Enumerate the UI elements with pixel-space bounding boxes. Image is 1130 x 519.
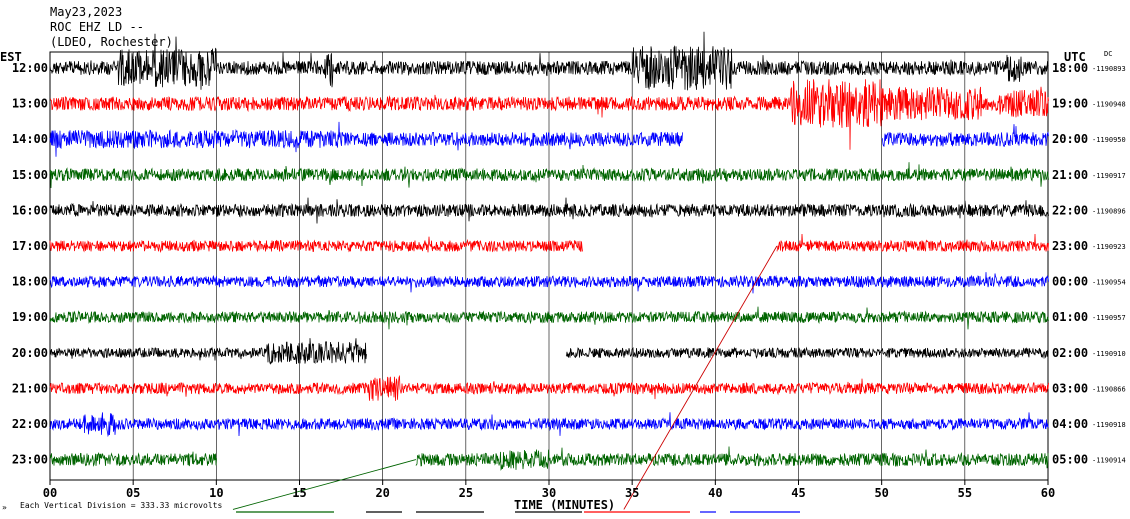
seismic-traces <box>49 31 1049 471</box>
dc-count-label: -1190893 <box>1092 65 1126 73</box>
x-axis-ticks: 00 05 10 15 20 25 30 35 40 45 50 55 60 <box>43 480 1055 500</box>
dc-count-label: -1190948 <box>1092 101 1126 109</box>
utc-hour-label: 05:00 <box>1052 453 1088 467</box>
est-hour-label: 22:00 <box>12 417 48 431</box>
est-hour-label: 17:00 <box>12 239 48 253</box>
trace-2300 <box>49 446 1049 471</box>
utc-hour-label: 20:00 <box>1052 132 1088 146</box>
utc-hour-label: 21:00 <box>1052 168 1088 182</box>
est-hour-label: 13:00 <box>12 97 48 111</box>
est-hour-label: 19:00 <box>12 310 48 324</box>
dc-count-label: -1190954 <box>1092 279 1126 287</box>
dc-count-label: -1190923 <box>1092 243 1126 251</box>
footer-marker: » <box>2 503 7 512</box>
x-axis-title: TIME (MINUTES) <box>514 498 615 512</box>
x-tick-label: 10 <box>209 486 223 500</box>
utc-hour-label: 19:00 <box>1052 97 1088 111</box>
x-tick-label: 50 <box>874 486 888 500</box>
est-hour-label: 14:00 <box>12 132 48 146</box>
x-tick-label: 30 <box>542 486 556 500</box>
utc-hour-label: 22:00 <box>1052 203 1088 217</box>
x-tick-label: 45 <box>791 486 805 500</box>
trace-1800 <box>49 272 1049 294</box>
utc-zone-label: UTC <box>1064 50 1086 64</box>
dc-label: DC <box>1104 50 1112 58</box>
annotation-line-green <box>232 459 417 510</box>
utc-hour-label: 01:00 <box>1052 310 1088 324</box>
est-hour-label: 20:00 <box>12 346 48 360</box>
est-hour-label: 21:00 <box>12 381 48 395</box>
station-code: ROC EHZ LD -- <box>50 20 144 34</box>
utc-hour-label: 18:00 <box>1052 61 1088 75</box>
utc-hour-label: 23:00 <box>1052 239 1088 253</box>
trace-2200 <box>49 412 1049 438</box>
trace-1600 <box>49 197 1049 224</box>
x-tick-label: 60 <box>1041 486 1055 500</box>
utc-hour-label: 03:00 <box>1052 381 1088 395</box>
annotation-line-red <box>623 245 778 510</box>
dc-count-label: -1190950 <box>1092 136 1126 144</box>
x-tick-label: 00 <box>43 486 57 500</box>
x-tick-label: 15 <box>292 486 306 500</box>
dc-count-label: -1190896 <box>1092 207 1126 215</box>
dc-count-label: -1190957 <box>1092 314 1126 322</box>
utc-hour-label: 00:00 <box>1052 275 1088 289</box>
trace-1400 <box>49 121 1049 157</box>
est-hour-label: 12:00 <box>12 61 48 75</box>
dc-count-label: -1190914 <box>1092 457 1126 465</box>
annotation-lines <box>232 245 778 510</box>
trace-1200 <box>49 31 1049 91</box>
x-tick-label: 40 <box>708 486 722 500</box>
dc-count-label: -1190910 <box>1092 350 1126 358</box>
x-tick-label: 20 <box>375 486 389 500</box>
trace-1300 <box>49 79 1049 150</box>
x-tick-label: 35 <box>625 486 639 500</box>
est-zone-label: EST <box>0 50 22 64</box>
x-tick-label: 05 <box>126 486 140 500</box>
x-tick-label: 55 <box>958 486 972 500</box>
dc-count-label: -1190866 <box>1092 385 1126 393</box>
est-hour-label: 16:00 <box>12 203 48 217</box>
trace-1500 <box>49 162 1049 189</box>
dc-count-label: -1190918 <box>1092 421 1126 429</box>
utc-hour-labels: 18:00 -1190893 19:00 -1190948 20:00 -1190950 2… <box>1052 61 1126 467</box>
utc-hour-label: 02:00 <box>1052 346 1088 360</box>
utc-hour-label: 04:00 <box>1052 417 1088 431</box>
trace-1700 <box>49 233 1049 253</box>
scale-note: Each Vertical Division = 333.33 microvol… <box>20 501 222 510</box>
vertical-gridlines <box>132 52 966 480</box>
network-label: (LDEO, Rochester) <box>50 35 173 49</box>
trace-2100 <box>49 374 1049 401</box>
est-hour-label: 23:00 <box>12 453 48 467</box>
dc-count-label: -1190917 <box>1092 172 1126 180</box>
trace-2000 <box>49 338 1049 365</box>
record-date: May23,2023 <box>50 5 122 19</box>
est-hour-label: 15:00 <box>12 168 48 182</box>
x-tick-label: 25 <box>459 486 473 500</box>
trace-1900 <box>49 306 1049 330</box>
est-hour-label: 18:00 <box>12 275 48 289</box>
est-hour-labels: 12:00 13:00 14:00 15:00 16:00 17:00 18:00 19:00… <box>12 61 48 467</box>
